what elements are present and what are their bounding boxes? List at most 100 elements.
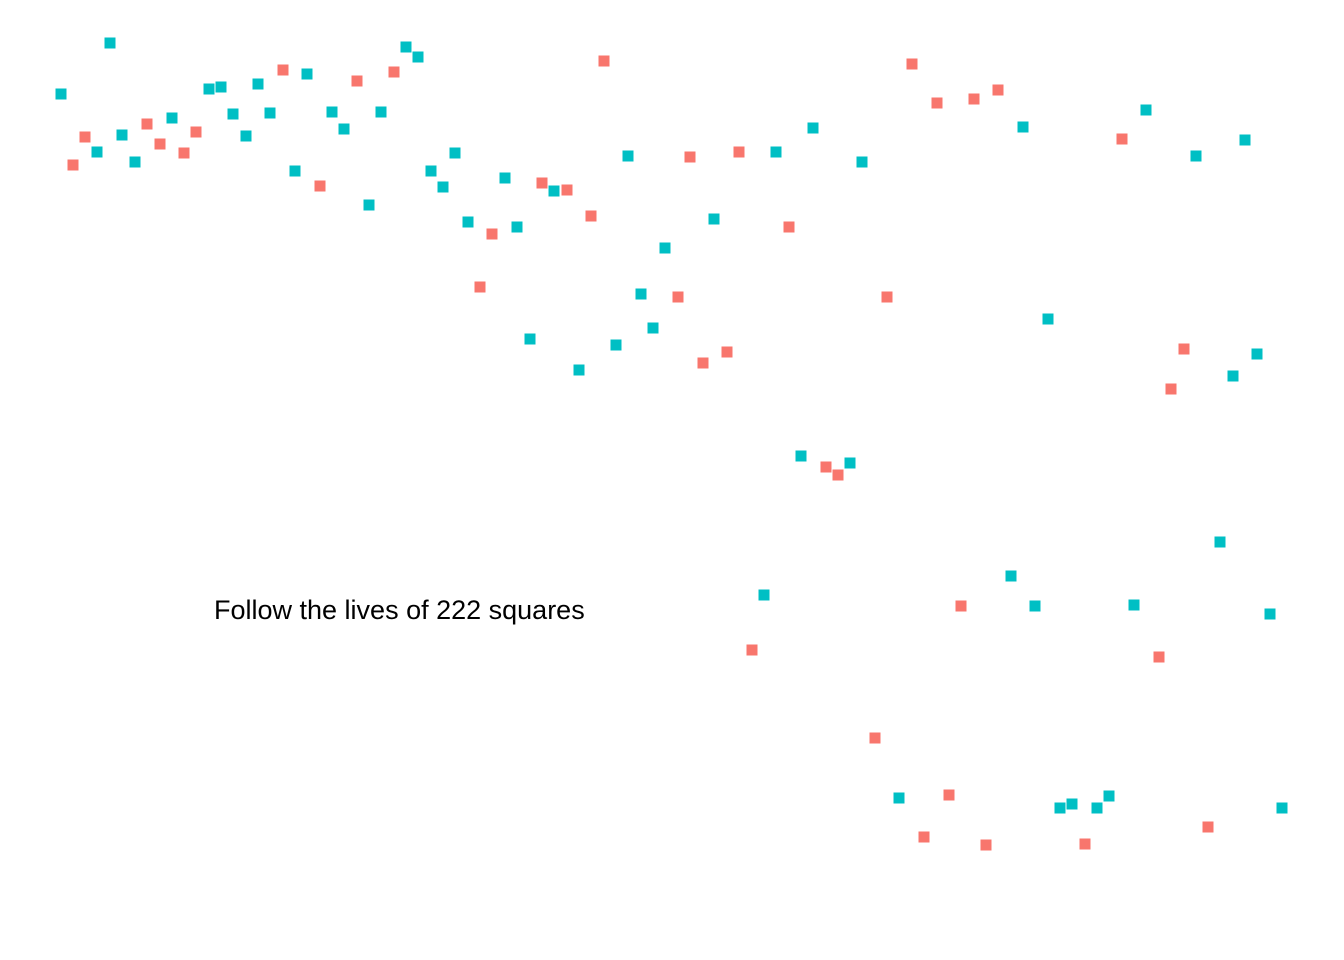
teal-square-point bbox=[215, 81, 227, 93]
teal-square-point bbox=[1029, 600, 1041, 612]
red-square-point bbox=[733, 146, 745, 158]
teal-square-point bbox=[1005, 570, 1017, 582]
teal-square-point bbox=[1103, 790, 1115, 802]
red-square-point bbox=[314, 180, 326, 192]
teal-square-point bbox=[708, 213, 720, 225]
red-square-point bbox=[1202, 821, 1214, 833]
red-square-point bbox=[536, 177, 548, 189]
teal-square-point bbox=[770, 146, 782, 158]
red-square-point bbox=[1116, 133, 1128, 145]
red-square-point bbox=[585, 210, 597, 222]
teal-square-point bbox=[635, 288, 647, 300]
teal-square-point bbox=[524, 333, 536, 345]
red-square-point bbox=[474, 281, 486, 293]
teal-square-point bbox=[449, 147, 461, 159]
teal-square-point bbox=[91, 146, 103, 158]
teal-square-point bbox=[1214, 536, 1226, 548]
teal-square-point bbox=[55, 88, 67, 100]
teal-square-point bbox=[240, 130, 252, 142]
teal-square-point bbox=[363, 199, 375, 211]
teal-square-point bbox=[203, 83, 215, 95]
teal-square-point bbox=[758, 589, 770, 601]
red-square-point bbox=[869, 732, 881, 744]
teal-square-point bbox=[1140, 104, 1152, 116]
red-square-point bbox=[832, 469, 844, 481]
red-square-point bbox=[141, 118, 153, 130]
teal-square-point bbox=[1251, 348, 1263, 360]
teal-square-point bbox=[400, 41, 412, 53]
red-square-point bbox=[881, 291, 893, 303]
red-square-point bbox=[955, 600, 967, 612]
teal-square-point bbox=[856, 156, 868, 168]
red-square-point bbox=[931, 97, 943, 109]
teal-square-point bbox=[412, 51, 424, 63]
red-square-point bbox=[1079, 838, 1091, 850]
teal-square-point bbox=[1276, 802, 1288, 814]
red-square-point bbox=[820, 461, 832, 473]
teal-square-point bbox=[573, 364, 585, 376]
teal-square-point bbox=[1239, 134, 1251, 146]
teal-square-point bbox=[326, 106, 338, 118]
red-square-point bbox=[783, 221, 795, 233]
teal-square-point bbox=[462, 216, 474, 228]
teal-square-point bbox=[795, 450, 807, 462]
teal-square-point bbox=[166, 112, 178, 124]
red-square-point bbox=[79, 131, 91, 143]
red-square-point bbox=[190, 126, 202, 138]
teal-square-point bbox=[1054, 802, 1066, 814]
red-square-point bbox=[697, 357, 709, 369]
red-square-point bbox=[1153, 651, 1165, 663]
teal-square-point bbox=[264, 107, 276, 119]
teal-square-point bbox=[437, 181, 449, 193]
teal-square-point bbox=[659, 242, 671, 254]
teal-square-point bbox=[1227, 370, 1239, 382]
teal-square-point bbox=[375, 106, 387, 118]
red-square-point bbox=[1165, 383, 1177, 395]
red-square-point bbox=[906, 58, 918, 70]
teal-square-point bbox=[289, 165, 301, 177]
teal-square-point bbox=[1264, 608, 1276, 620]
teal-square-point bbox=[1017, 121, 1029, 133]
red-square-point bbox=[918, 831, 930, 843]
red-square-point bbox=[1178, 343, 1190, 355]
red-square-point bbox=[992, 84, 1004, 96]
teal-square-point bbox=[252, 78, 264, 90]
teal-square-point bbox=[1190, 150, 1202, 162]
red-square-point bbox=[672, 291, 684, 303]
red-square-point bbox=[277, 64, 289, 76]
red-square-point bbox=[178, 147, 190, 159]
red-square-point bbox=[721, 346, 733, 358]
teal-square-point bbox=[1128, 599, 1140, 611]
red-square-point bbox=[943, 789, 955, 801]
teal-square-point bbox=[548, 185, 560, 197]
teal-square-point bbox=[129, 156, 141, 168]
teal-square-point bbox=[116, 129, 128, 141]
teal-square-point bbox=[104, 37, 116, 49]
points-layer bbox=[55, 37, 1288, 851]
caption-annotation: Follow the lives of 222 squares bbox=[214, 595, 585, 625]
teal-square-point bbox=[227, 108, 239, 120]
red-square-point bbox=[388, 66, 400, 78]
teal-square-point bbox=[1042, 313, 1054, 325]
teal-square-point bbox=[844, 457, 856, 469]
red-square-point bbox=[486, 228, 498, 240]
teal-square-point bbox=[511, 221, 523, 233]
red-square-point bbox=[561, 184, 573, 196]
teal-square-point bbox=[893, 792, 905, 804]
red-square-point bbox=[67, 159, 79, 171]
red-square-point bbox=[746, 644, 758, 656]
teal-square-point bbox=[499, 172, 511, 184]
teal-square-point bbox=[807, 122, 819, 134]
teal-square-point bbox=[622, 150, 634, 162]
teal-square-point bbox=[1066, 798, 1078, 810]
teal-square-point bbox=[338, 123, 350, 135]
red-square-point bbox=[351, 75, 363, 87]
red-square-point bbox=[154, 138, 166, 150]
teal-square-point bbox=[301, 68, 313, 80]
teal-square-point bbox=[610, 339, 622, 351]
teal-square-point bbox=[425, 165, 437, 177]
red-square-point bbox=[684, 151, 696, 163]
teal-square-point bbox=[647, 322, 659, 334]
red-square-point bbox=[598, 55, 610, 67]
